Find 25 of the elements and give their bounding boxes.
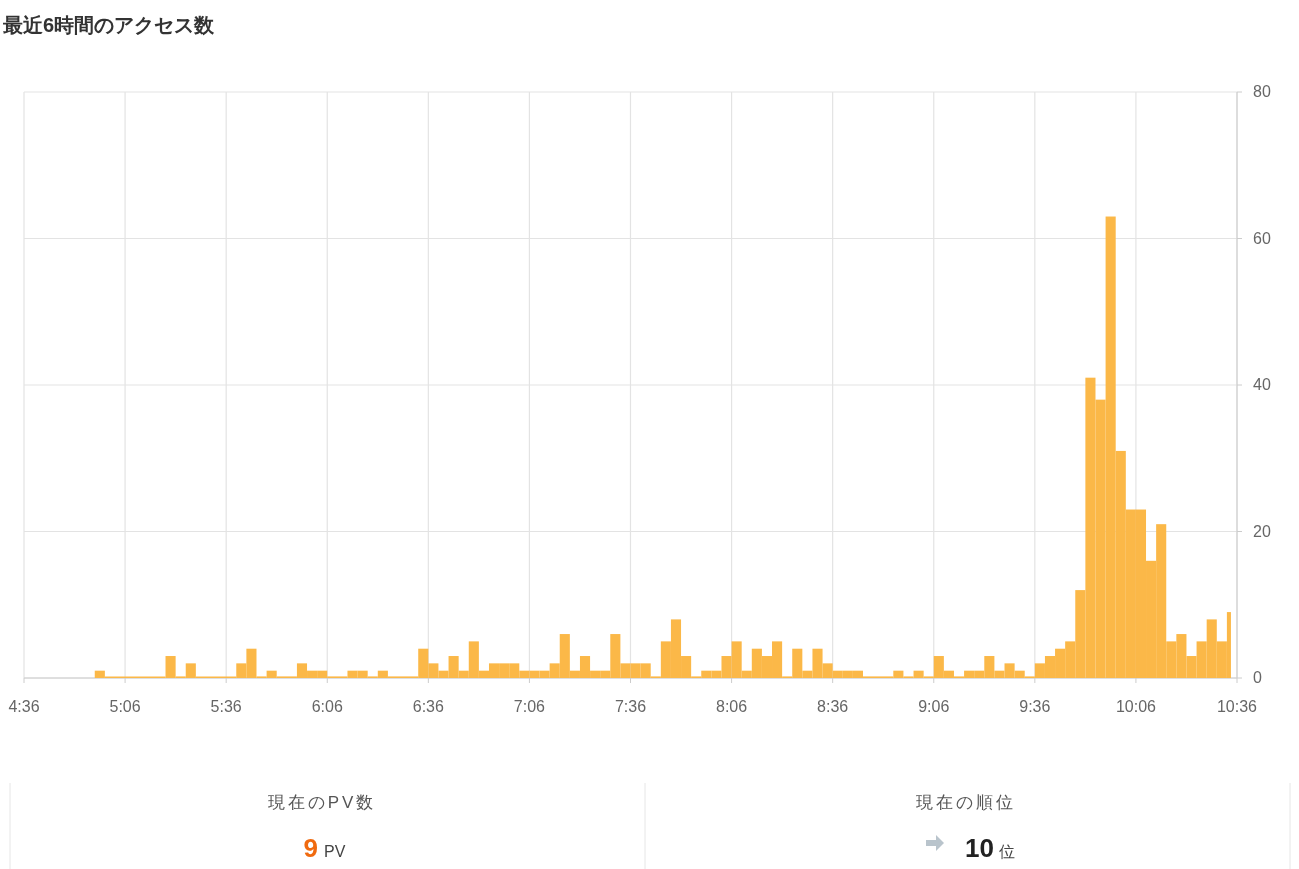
text: PV: [324, 843, 346, 860]
y-tick-label: 0: [1253, 669, 1262, 686]
x-tick-label: 6:06: [311, 698, 343, 715]
x-tick-label: 10:06: [1115, 698, 1157, 715]
y-tick-label: 60: [1253, 229, 1271, 247]
y-tick-label: 40: [1253, 376, 1271, 393]
text: 位: [999, 843, 1015, 860]
x-tick-label: 5:36: [210, 698, 242, 715]
x-tick-label: 9:06: [918, 698, 950, 715]
chart-title: 最近6時間のアクセス数: [2, 14, 216, 36]
x-tick-label: 8:06: [716, 698, 748, 715]
x-tick-label: 7:06: [513, 698, 546, 715]
text: 現在のPV数: [267, 793, 377, 812]
text: 現在の順位: [916, 793, 1016, 812]
x-tick-label: 5:06: [109, 698, 141, 715]
x-tick-label: 8:36: [817, 698, 849, 715]
x-tick-label: 4:36: [8, 698, 40, 715]
text: 9: [303, 833, 318, 863]
x-tick-label: 9:36: [1019, 698, 1051, 715]
text: 10: [965, 833, 994, 863]
x-tick-label: 6:36: [412, 698, 445, 715]
x-tick-label: 10:36: [1216, 698, 1258, 715]
x-tick-label: 7:36: [614, 698, 647, 715]
y-tick-label: 20: [1253, 522, 1271, 540]
y-tick-label: 80: [1253, 83, 1271, 100]
